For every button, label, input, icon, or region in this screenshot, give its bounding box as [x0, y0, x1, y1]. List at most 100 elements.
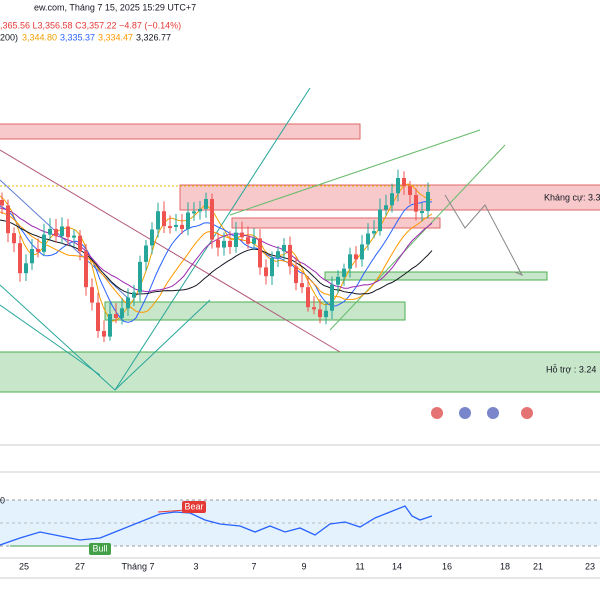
candle-body: [126, 297, 130, 309]
candle-body: [150, 229, 154, 246]
candle-body: [258, 238, 262, 268]
event-icon[interactable]: [521, 407, 533, 419]
candle-body: [198, 208, 202, 212]
candle-body: [306, 287, 310, 308]
candle-body: [336, 276, 340, 285]
candle-body: [234, 232, 238, 247]
candle-body: [216, 239, 220, 248]
bear-divergence: [157, 509, 187, 513]
candle-body: [240, 232, 244, 238]
candle-body: [84, 251, 88, 288]
candle-body: [36, 248, 40, 252]
candle-body: [372, 231, 376, 234]
event-icons[interactable]: [431, 407, 533, 419]
rsi-line: [0, 505, 433, 546]
candle-body: [90, 287, 94, 303]
candle-body: [264, 267, 268, 277]
x-tick-label: 27: [75, 561, 85, 571]
candle-body: [120, 308, 124, 318]
candle-body: [384, 205, 388, 210]
moving-average: [0, 219, 433, 295]
candle-body: [144, 245, 148, 262]
x-tick-label: 3: [193, 561, 198, 571]
candle-body: [114, 314, 118, 318]
candle-body: [312, 307, 316, 310]
candle-body: [66, 226, 70, 238]
candle-body: [330, 284, 334, 311]
ma-value: 3,326.77: [136, 32, 171, 42]
candle-body: [48, 228, 52, 235]
candle-body: [378, 209, 382, 232]
support-zone-small: [324, 271, 548, 281]
bear-label: Bear: [184, 501, 203, 511]
candle-body: [246, 237, 250, 244]
x-tick-label: 25: [19, 561, 29, 571]
candle-body: [102, 331, 106, 337]
ma-value: 3,344.80: [22, 32, 57, 42]
candle-body: [270, 258, 274, 277]
candle-body: [222, 240, 226, 248]
candle-body: [54, 228, 58, 237]
candle-body: [318, 309, 322, 318]
candle-body: [18, 243, 22, 274]
candle-body: [228, 240, 232, 247]
candle-body: [30, 248, 34, 264]
x-axis: 25 27 Tháng 7 3 7 9 11 14 16 18 21 23: [19, 561, 595, 571]
resistance-zone-top: [0, 123, 361, 140]
candle-body: [180, 224, 184, 229]
candle-body: [192, 211, 196, 214]
ma-value: 3,334.47: [98, 32, 133, 42]
candle-body: [402, 178, 406, 187]
moving-average: [0, 211, 433, 313]
candle-body: [60, 226, 64, 237]
bull-badge: [89, 543, 111, 555]
candle-body: [168, 226, 172, 229]
x-tick-label: 7: [251, 561, 256, 571]
x-tick-label: 18: [500, 561, 510, 571]
candle-body: [342, 268, 346, 277]
ma-value: 3,335.37: [60, 32, 95, 42]
candle-body: [408, 186, 412, 195]
candle-body: [204, 199, 208, 209]
candle-body: [78, 235, 82, 252]
candle-body: [174, 224, 178, 227]
event-icon[interactable]: [487, 407, 499, 419]
support-zone: [0, 351, 600, 393]
candle-body: [360, 244, 364, 260]
candle-body: [276, 251, 280, 259]
x-tick-label: 14: [392, 561, 402, 571]
resistance-zone-small: [231, 217, 441, 229]
x-tick-label: 9: [301, 561, 306, 571]
moving-average: [0, 201, 433, 323]
candle-body: [396, 178, 400, 194]
candle-body: [300, 283, 304, 288]
candle-body: [156, 211, 160, 230]
candle-body: [24, 263, 28, 274]
event-icon[interactable]: [431, 407, 443, 419]
candle-body: [354, 254, 358, 260]
candle-body: [366, 233, 370, 245]
candle-body: [282, 244, 286, 252]
support-label: Hỗ trợ : 3.24: [546, 364, 596, 374]
candle-body: [186, 212, 190, 229]
candle-body: [252, 238, 256, 244]
candle-body: [42, 234, 46, 252]
ma-title: 200): [0, 32, 18, 42]
candle-body: [72, 235, 76, 238]
support-zone-mid: [104, 301, 406, 321]
candle-body: [426, 191, 430, 212]
rsi-label: 0: [0, 495, 5, 505]
candle-body: [390, 193, 394, 206]
source-line: ew.com, Tháng 7 15, 2025 15:29 UTC+7: [34, 2, 196, 12]
candle-body: [414, 194, 418, 212]
x-tick-label: 23: [585, 561, 595, 571]
candle-body: [162, 211, 166, 227]
candle-body: [420, 211, 424, 214]
x-tick-label: 21: [533, 561, 543, 571]
candle-body: [138, 261, 142, 293]
ohlc: ,365.56 L3,356.58 C3,357.22 −4.87 (−0.14…: [0, 20, 181, 30]
x-tick-label: 16: [442, 561, 452, 571]
bull-label: Bull: [92, 543, 107, 553]
event-icon[interactable]: [459, 407, 471, 419]
